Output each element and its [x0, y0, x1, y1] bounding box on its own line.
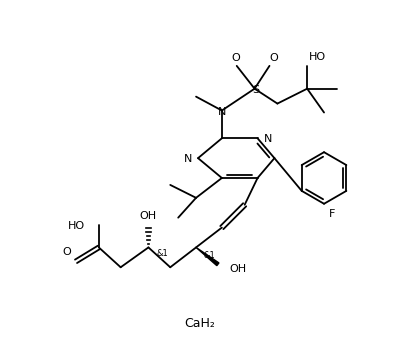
Text: N: N — [183, 154, 192, 164]
Text: N: N — [217, 106, 226, 117]
Text: S: S — [252, 85, 258, 95]
Text: N: N — [263, 134, 271, 144]
Text: O: O — [231, 53, 239, 63]
Text: F: F — [328, 209, 335, 219]
Text: OH: OH — [229, 264, 246, 274]
Text: CaH₂: CaH₂ — [184, 317, 215, 330]
Text: &1: &1 — [156, 249, 168, 258]
Text: &1: &1 — [203, 251, 215, 260]
Text: HO: HO — [68, 220, 85, 231]
Polygon shape — [196, 247, 218, 266]
Text: O: O — [62, 247, 71, 257]
Text: HO: HO — [308, 52, 326, 62]
Text: O: O — [269, 53, 277, 63]
Text: OH: OH — [139, 211, 156, 221]
